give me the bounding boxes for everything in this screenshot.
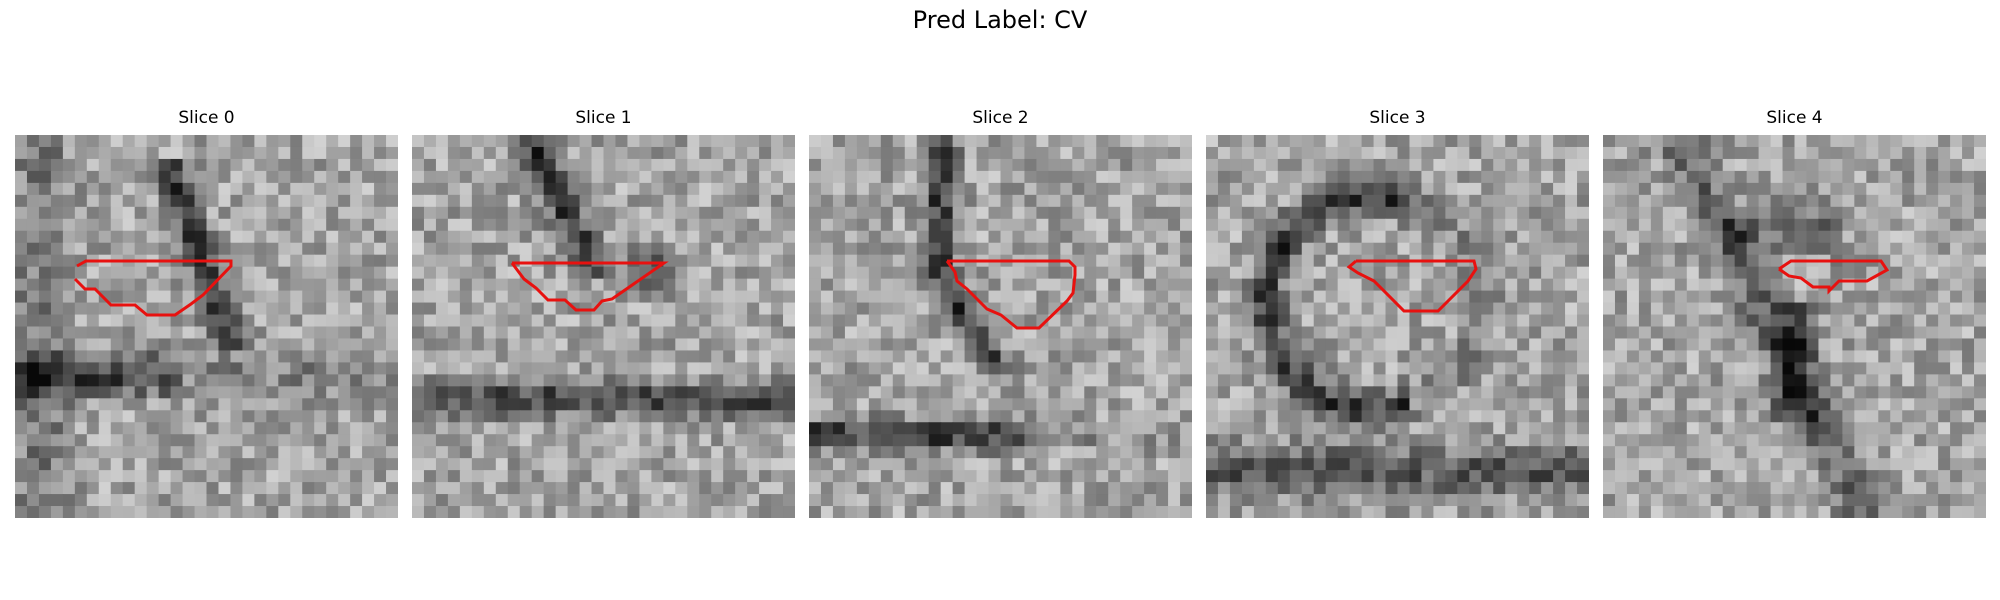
slice-title-2: Slice 2 (972, 108, 1029, 128)
segmentation-contour (510, 261, 669, 312)
segmentation-contour (1346, 259, 1478, 313)
slice-image-0 (15, 135, 398, 518)
segmentation-contour (1778, 259, 1890, 295)
slice-title-3: Slice 3 (1369, 108, 1426, 128)
figure-title: Pred Label: CV (912, 6, 1088, 34)
grayscale-tiles (1603, 135, 1986, 518)
slice-panel-4: Slice 4 (1603, 108, 1986, 518)
slice-panel-0: Slice 0 (15, 108, 398, 518)
slice-panel-2: Slice 2 (809, 108, 1192, 518)
slice-image-1 (412, 135, 795, 518)
segmentation-contour (945, 259, 1077, 330)
slice-title-4: Slice 4 (1766, 108, 1823, 128)
grayscale-tiles (412, 135, 795, 518)
grayscale-tiles (15, 135, 398, 518)
grayscale-tiles (809, 135, 1192, 518)
slice-panel-3: Slice 3 (1206, 108, 1589, 518)
slice-title-1: Slice 1 (575, 108, 632, 128)
slice-panel-1: Slice 1 (412, 108, 795, 518)
slice-image-2 (809, 135, 1192, 518)
grayscale-tiles (1206, 135, 1589, 518)
slice-image-3 (1206, 135, 1589, 518)
slice-image-4 (1603, 135, 1986, 518)
slice-title-0: Slice 0 (178, 108, 235, 128)
segmentation-contour (73, 259, 233, 317)
